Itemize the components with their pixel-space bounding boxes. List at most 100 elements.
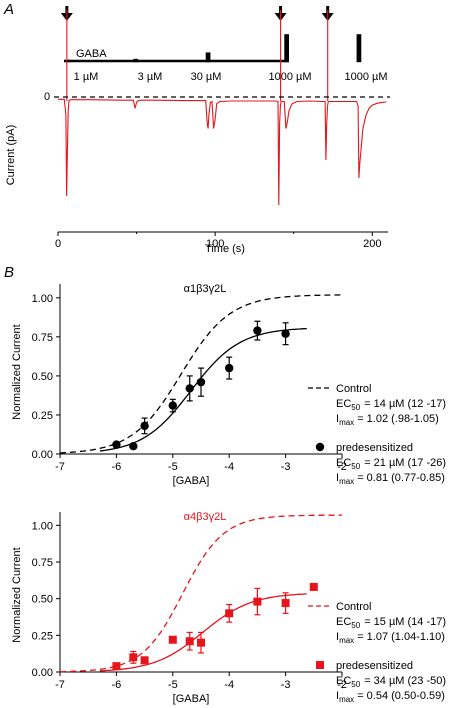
imax-value: = 0.54 (0.50-0.59) [357,690,445,702]
data-point-circle [168,401,177,410]
y-tick-label: 0.75 [32,332,53,344]
data-point-square [168,635,177,644]
x-tick-label: -3 [281,461,291,473]
ec50-value: = 21 µM (17 -26) [364,457,446,469]
imax-value: = 1.07 (1.04-1.10) [357,631,445,643]
x-tick-label: -4 [224,461,234,473]
legend-label: Control [336,601,371,613]
data-point-square [309,582,318,591]
predesensitized-fit-curve [99,327,307,452]
ec50-subscript: 50 [351,680,360,689]
data-point-square [185,637,194,646]
panel-a-ylabel: Current (pA) [5,125,17,186]
y-tick-label: 0.25 [32,410,53,422]
y-axis-label: Normalized Current [11,324,23,419]
data-point-circle [281,329,290,338]
gaba-application-bar [284,34,289,63]
concentration-label: 30 µM [191,71,222,83]
data-point-square [140,656,149,665]
data-point-square [129,653,138,662]
gaba-application-bar [65,59,71,63]
x-tick-label: -5 [168,461,178,473]
ec50-prefix: EC [336,675,351,687]
ec50-value: = 15 µM (14 -17) [364,616,446,628]
ec50-subscript: 50 [351,462,360,471]
gaba-application-bar [205,52,211,63]
x-tick-label: 200 [363,238,381,250]
x-tick-label: -6 [112,461,122,473]
data-point-circle [140,421,149,431]
legend-ec50-text: EC50 = 14 µM (12 -17) [336,398,446,412]
data-point-circle [253,326,262,335]
x-tick-label: -4 [224,679,234,691]
x-tick-label: -2 [337,679,347,691]
imax-prefix: I [336,413,339,425]
chart-title: α1β3γ2L [184,283,227,295]
imax-prefix: I [336,472,339,484]
x-tick-label: -5 [168,679,178,691]
ec50-value: = 34 µM (23 -50) [364,675,446,687]
legend-label: predesensitized [336,442,413,454]
data-point-circle [129,441,138,451]
x-tick-label: -3 [281,679,291,691]
data-point-square [225,609,234,618]
x-tick-label: 100 [206,238,224,250]
gaba-application-bar [356,34,362,63]
y-tick-label: 0.50 [32,371,53,383]
legend-predesensitized-swatch [316,661,324,669]
imax-subscript: max [339,418,354,427]
y-tick-label: 0.75 [32,557,53,569]
imax-prefix: I [336,690,339,702]
panel-a-trace-plot: GABA 0 Current (pA) Time (s) 1 µM 3 µM 30 … [5,6,390,255]
chart-title: α4β3γ2L [184,511,227,523]
data-point-square [112,662,121,671]
y-tick-label: 1.00 [32,293,53,305]
data-point-circle [225,363,234,373]
gaba-label: GABA [76,48,107,60]
imax-subscript: max [339,695,354,704]
concentration-label: 1 µM [74,71,99,83]
x-tick-label: -7 [55,679,65,691]
legend-ec50-text: EC50 = 34 µM (23 -50) [336,675,446,689]
y-tick-label: 0.00 [32,449,53,461]
data-point-square [281,599,290,608]
y-tick-label: 0.00 [32,667,53,679]
x-axis-label: [GABA] [173,693,210,705]
control-dashed-curve [59,294,342,454]
ec50-prefix: EC [336,398,351,410]
legend-ec50-text: EC50 = 21 µM (17 -26) [336,457,446,471]
concentration-label: 1000 µM [268,71,311,83]
concentration-label: 1000 µM [344,71,387,83]
data-point-circle [196,377,206,387]
panel-a-xlabel: Time (s) [205,243,245,255]
concentration-label: 3 µM [138,71,163,83]
panel-a-letter: A [3,1,14,18]
imax-prefix: I [336,631,339,643]
ec50-prefix: EC [336,457,351,469]
imax-value: = 1.02 (.98-1.05) [357,413,439,425]
legend-imax-text: Imax = 1.07 (1.04-1.10) [336,631,445,645]
imax-subscript: max [339,477,354,486]
data-point-circle [112,440,121,449]
legend-imax-text: Imax = 1.02 (.98-1.05) [336,413,439,427]
legend-imax-text: Imax = 0.54 (0.50-0.59) [336,690,445,704]
y-axis-label: Normalized Current [11,547,23,642]
y-tick-label: 0.25 [32,630,53,642]
x-tick-label: -7 [55,461,65,473]
x-tick-label: 0 [55,238,61,250]
y-tick-label: 0.50 [32,594,53,606]
legend-label: predesensitized [336,660,413,672]
legend-ec50-text: EC50 = 15 µM (14 -17) [336,616,446,630]
ec50-subscript: 50 [351,403,360,412]
ec50-prefix: EC [336,616,351,628]
ec50-value: = 14 µM (12 -17) [364,398,446,410]
panel-b-bottom-chart: α4β3γ2L 0.00 0.25 0.50 0.75 1.00 -7 -6 -5 -4 -3 -2 [… [11,511,446,705]
ec50-subscript: 50 [351,621,360,630]
legend-predesensitized-swatch [315,442,325,452]
imax-subscript: max [339,636,354,645]
gaba-application-bar [133,58,139,63]
data-point-circle [185,384,194,393]
x-tick-label: -6 [112,679,122,691]
data-point-square [253,597,262,606]
